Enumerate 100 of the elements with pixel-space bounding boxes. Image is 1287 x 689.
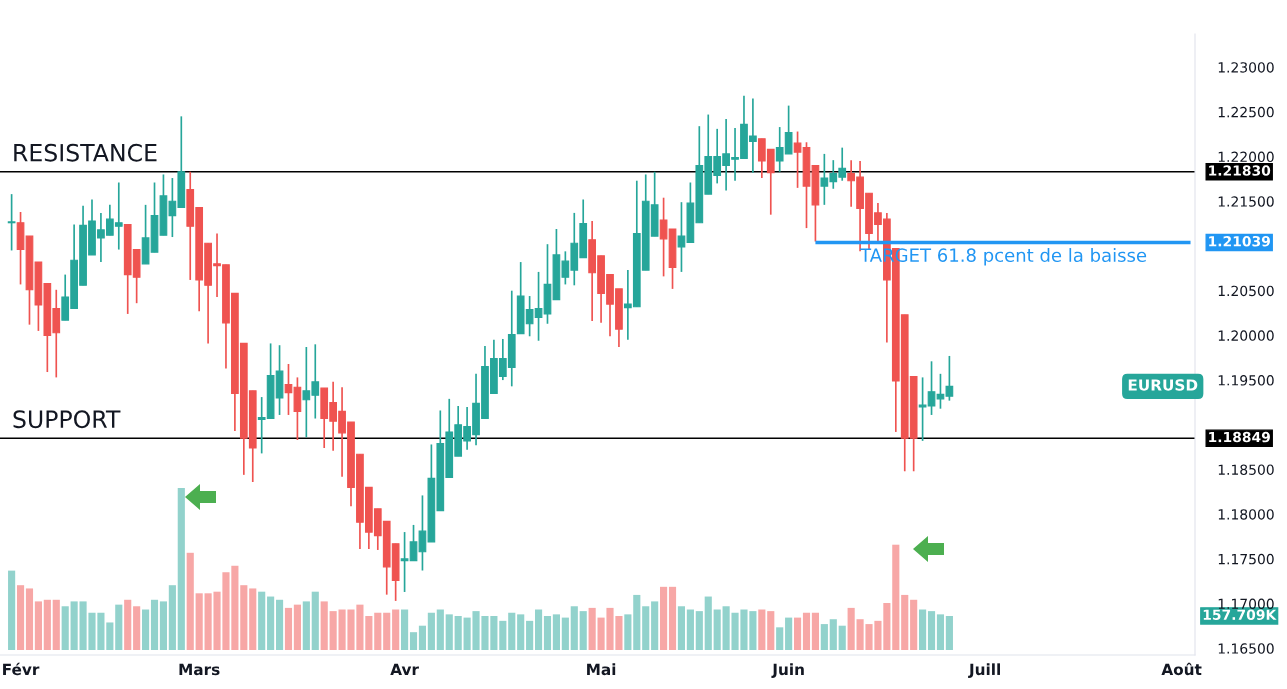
bar xyxy=(186,552,194,650)
annotation: RESISTANCE xyxy=(14,143,157,162)
bar xyxy=(383,612,391,650)
y-tick-label: 1.22000 xyxy=(1218,151,1274,163)
x-tick-label: Mai xyxy=(587,663,616,676)
bar xyxy=(677,606,686,650)
bar xyxy=(106,622,114,650)
bar xyxy=(811,612,819,650)
bar xyxy=(159,601,168,650)
bar xyxy=(16,585,25,650)
bar xyxy=(61,606,69,650)
bar xyxy=(927,611,936,650)
x-tick-label: Juill xyxy=(968,663,1000,678)
bar xyxy=(838,625,846,650)
bar xyxy=(409,632,418,650)
data-label: 1.21039 xyxy=(1209,236,1270,247)
y-tick-label: 1.16500 xyxy=(1218,643,1274,654)
bar xyxy=(311,591,319,650)
ref-line-label: 1.21830 xyxy=(1209,165,1271,176)
y-tick-label: 1.20500 xyxy=(1218,285,1274,297)
y-tick-label: 1.18500 xyxy=(1218,464,1274,475)
bar xyxy=(168,585,176,650)
bar xyxy=(177,488,185,650)
bar xyxy=(534,609,543,650)
x-tick-label: Mars xyxy=(179,663,220,676)
bar xyxy=(240,585,248,650)
bar xyxy=(892,544,900,650)
bar xyxy=(418,625,427,650)
bar xyxy=(758,609,766,650)
bar xyxy=(713,609,721,650)
bar xyxy=(52,599,60,650)
bar xyxy=(543,615,552,650)
bar xyxy=(624,614,632,650)
bar xyxy=(258,591,266,650)
text: 157.709K xyxy=(1203,609,1277,621)
bar xyxy=(445,614,453,650)
bar xyxy=(150,599,159,650)
bar xyxy=(651,601,659,650)
bar xyxy=(436,609,444,650)
x-tick-label: Avr xyxy=(390,663,419,675)
bar xyxy=(910,599,918,650)
bar xyxy=(820,624,828,650)
bar xyxy=(847,607,855,650)
y-tick-label: 1.17500 xyxy=(1218,553,1274,565)
text: EURUSD xyxy=(1128,379,1198,391)
bar xyxy=(802,612,811,650)
x-tick-label: Juin xyxy=(771,663,804,678)
y-tick-label: 1.19500 xyxy=(1218,375,1274,386)
bar xyxy=(517,614,525,650)
bar xyxy=(785,617,793,650)
bar xyxy=(499,620,507,650)
bar xyxy=(570,606,578,650)
y-tick-label: 1.20000 xyxy=(1218,330,1274,341)
bar xyxy=(633,594,641,650)
bar xyxy=(686,609,694,650)
bar xyxy=(427,612,435,650)
bar xyxy=(668,586,677,650)
x-tick-label: Févr xyxy=(3,662,40,676)
bar xyxy=(249,588,257,650)
y-tick-label: 1.21500 xyxy=(1218,196,1274,207)
bar xyxy=(642,606,650,650)
bar xyxy=(284,607,293,650)
y-tick-label: 1.18000 xyxy=(1218,509,1274,520)
bar xyxy=(115,604,123,650)
y-tick-label: 1.22500 xyxy=(1218,106,1274,118)
bar xyxy=(526,620,534,650)
bar xyxy=(793,617,802,650)
candlestick xyxy=(7,193,16,252)
bar xyxy=(124,599,132,650)
bar xyxy=(302,601,310,650)
bar xyxy=(767,611,775,650)
bar xyxy=(579,611,587,650)
bar xyxy=(660,586,668,650)
bar xyxy=(695,611,703,650)
bar xyxy=(454,615,462,650)
bar xyxy=(588,607,596,650)
bar xyxy=(392,609,400,650)
bar xyxy=(829,619,837,650)
bar xyxy=(267,596,275,650)
bar xyxy=(919,609,927,650)
bar xyxy=(133,606,141,650)
annotation: SUPPORT xyxy=(13,410,121,429)
bar xyxy=(43,599,51,650)
bar xyxy=(293,604,301,650)
bar xyxy=(776,627,784,650)
bar xyxy=(34,601,42,650)
bar xyxy=(142,609,150,650)
bar xyxy=(945,615,953,650)
bar xyxy=(401,609,409,650)
bar xyxy=(901,594,909,650)
x-tick-label: Août xyxy=(1161,662,1202,676)
bar xyxy=(936,614,945,650)
bar xyxy=(561,617,569,650)
bar xyxy=(8,570,16,650)
bar xyxy=(552,614,560,650)
bar xyxy=(374,612,382,650)
y-tick-label: 1.23000 xyxy=(1218,62,1274,73)
bar xyxy=(508,612,516,650)
bar xyxy=(275,599,284,650)
ref-line-label: 1.18849 xyxy=(1209,431,1270,443)
